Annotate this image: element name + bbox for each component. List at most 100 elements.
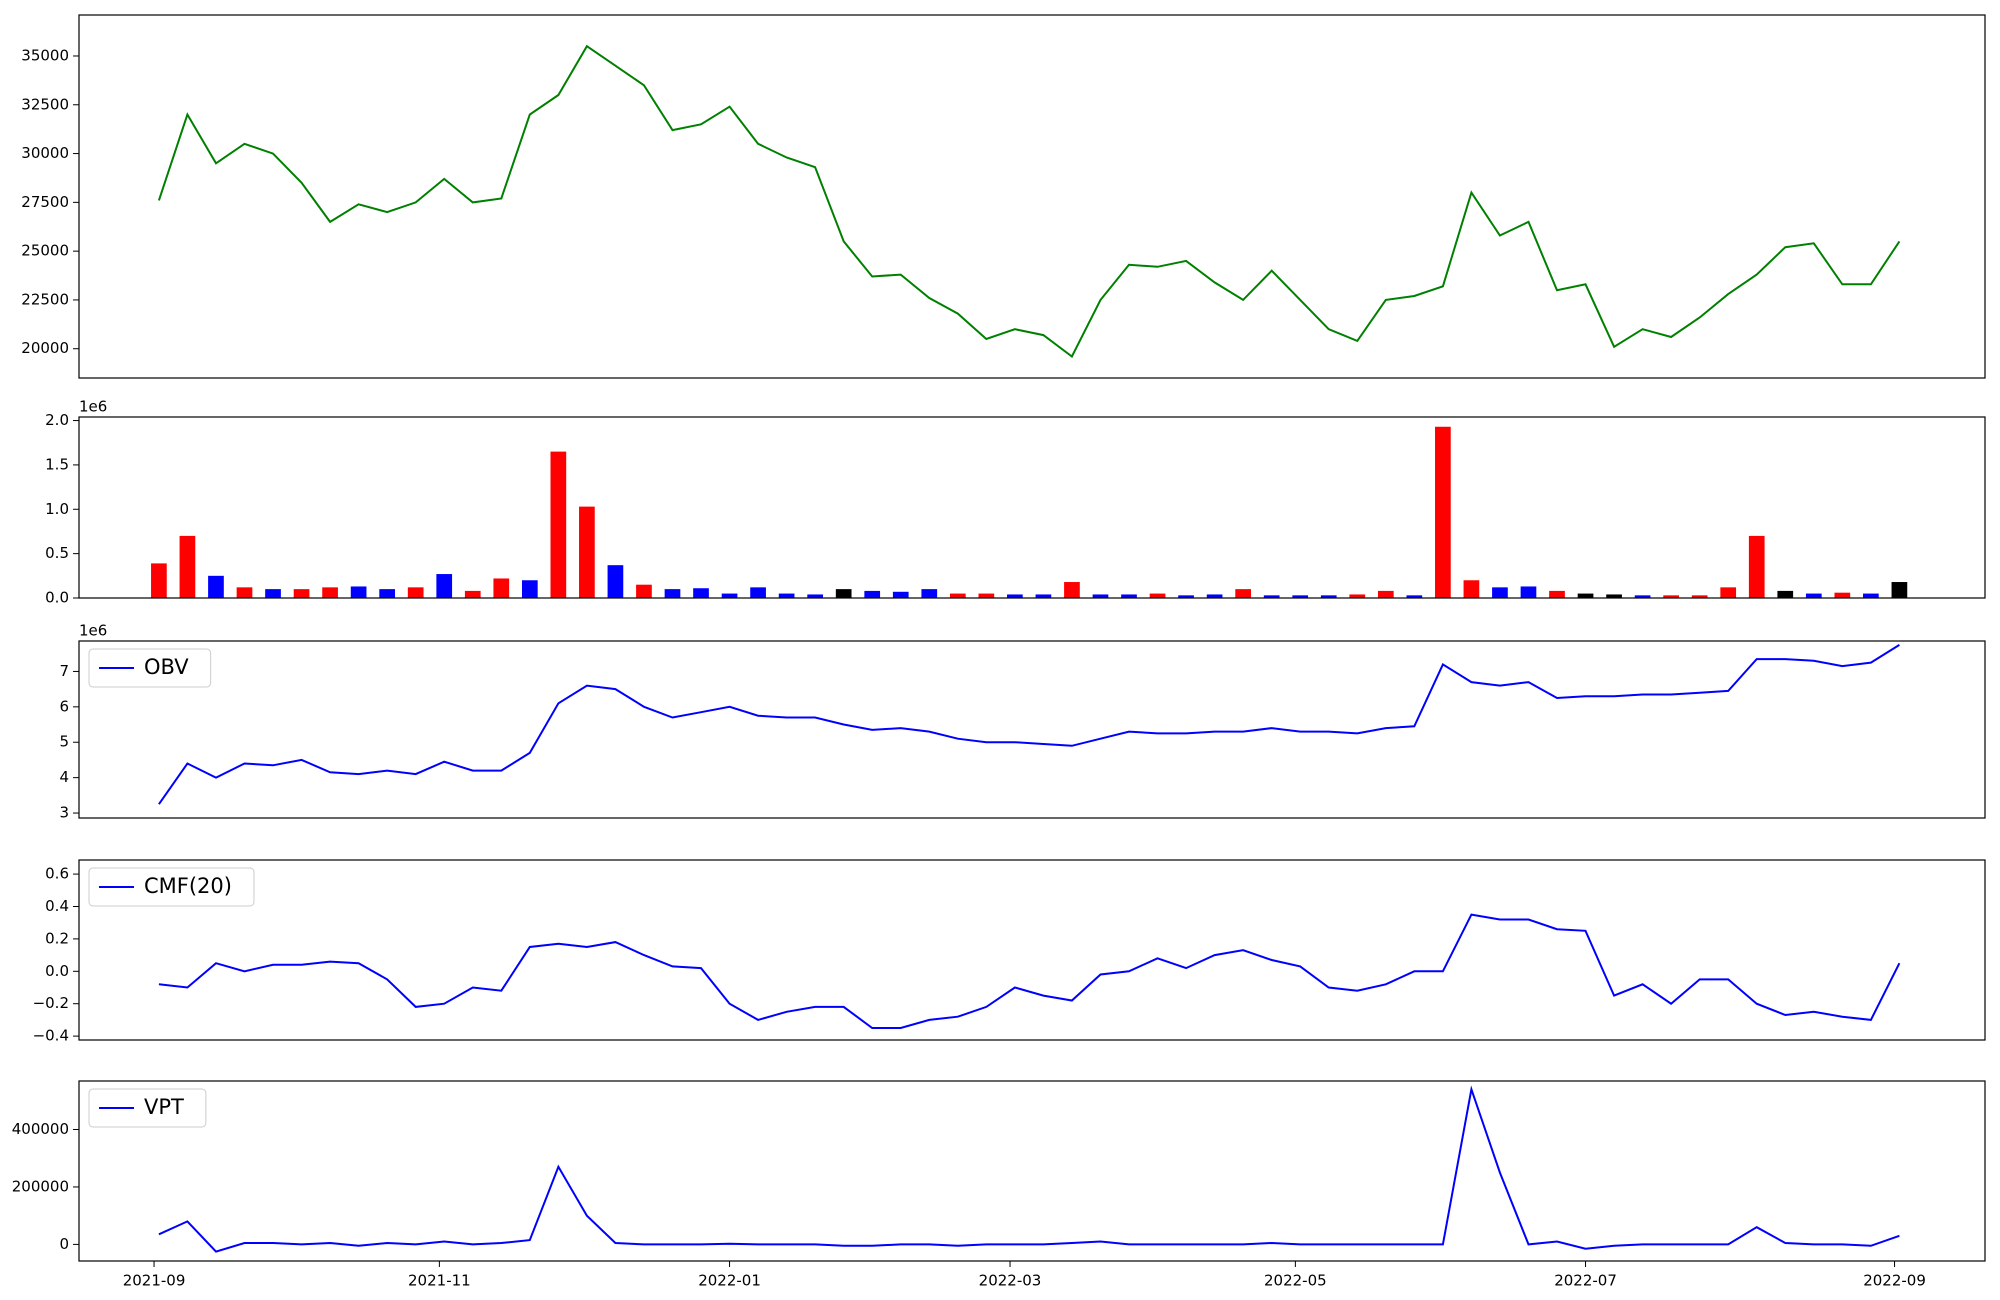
bar [636, 584, 652, 598]
panel: −0.4 −0.2 0.0 0.2 0.4 0.6 CMF(20) [33, 859, 1986, 1045]
y-tick-label: 5 [59, 733, 69, 751]
legend: OBV [88, 648, 212, 688]
y-tick-label: 0.2 [45, 929, 69, 947]
bar [1235, 589, 1251, 598]
bar [1349, 594, 1366, 598]
bar [1206, 594, 1223, 598]
bar [436, 574, 453, 598]
bar [1406, 595, 1423, 598]
bar [322, 587, 338, 598]
bar [1606, 594, 1622, 598]
bar [1377, 590, 1394, 598]
bar [179, 535, 196, 598]
bar [493, 578, 510, 598]
y-tick-label: 3 [59, 804, 69, 822]
y-tick-label: 400000 [12, 1120, 69, 1138]
bar [1178, 595, 1194, 598]
bar [1520, 586, 1537, 598]
bar [892, 591, 909, 598]
bar [550, 451, 567, 598]
y-tick-label: 35000 [21, 46, 69, 64]
bar [1263, 595, 1280, 598]
axes-frame [78, 14, 1986, 379]
x-tick-label: 2022-01 [698, 1272, 761, 1290]
x-tick-label: 2022-09 [1863, 1272, 1926, 1290]
y-tick-label: 27500 [21, 193, 69, 211]
x-tick-label: 2022-07 [1554, 1272, 1617, 1290]
y-offset-label: 1e6 [79, 398, 107, 416]
legend: CMF(20) [88, 867, 255, 907]
panel: 0 200000 400000 2021-09 2021-11 2022-01 2022-0… [12, 1080, 1986, 1290]
y-tick-label: 0.0 [45, 962, 69, 980]
y-tick-label: 4 [59, 768, 69, 786]
y-tick-label: −0.2 [33, 994, 69, 1012]
bar [1121, 594, 1137, 598]
bar [1435, 426, 1451, 598]
axes-frame [78, 416, 1986, 599]
bar [807, 594, 823, 598]
bar [1007, 594, 1023, 598]
bar [778, 593, 795, 598]
bar [664, 589, 681, 598]
legend: VPT [88, 1088, 207, 1128]
axes-frame [78, 640, 1986, 819]
bar [464, 590, 481, 598]
line [157, 44, 1901, 359]
bar [1492, 587, 1508, 598]
x-tick-label: 2021-09 [123, 1272, 186, 1290]
bar [521, 580, 538, 598]
bar [350, 586, 367, 598]
y-tick-label: 32500 [21, 95, 69, 113]
line [158, 913, 1901, 1029]
bar [1549, 590, 1565, 598]
y-tick-label: 0 [59, 1235, 69, 1253]
legend-box [88, 648, 212, 688]
y-tick-label: 0.5 [45, 544, 69, 562]
legend-box [88, 1088, 207, 1128]
y-tick-label: 22500 [21, 290, 69, 308]
y-tick-label: 1.0 [45, 500, 69, 518]
x-tick-label: 2022-03 [979, 1272, 1042, 1290]
y-tick-label: −0.4 [33, 1027, 69, 1045]
y-tick-label: 7 [59, 662, 69, 680]
bar [607, 565, 624, 598]
bar [579, 506, 595, 598]
bar [1320, 595, 1337, 598]
bar [1064, 582, 1080, 598]
bar [1463, 580, 1480, 598]
y-tick-label: 20000 [21, 339, 69, 357]
legend-box [88, 867, 255, 907]
bar [1834, 592, 1851, 598]
panel: 20000 22500 25000 27500 30000 32500 35000 [21, 14, 1986, 379]
bar [864, 590, 881, 598]
y-tick-label: 1.5 [45, 455, 69, 473]
y-tick-label: 25000 [21, 242, 69, 260]
bar [1691, 595, 1708, 598]
bar [721, 593, 738, 598]
y-tick-label: 200000 [12, 1177, 69, 1195]
bar [1720, 587, 1737, 598]
bar [978, 593, 995, 598]
y-tick-label: 6 [59, 697, 69, 715]
x-tick-label: 2021-11 [408, 1272, 471, 1290]
line [158, 644, 1900, 805]
bar [1292, 595, 1309, 598]
legend-label: CMF(20) [144, 874, 232, 898]
bar [835, 589, 852, 598]
bar [1149, 593, 1166, 598]
bar [1863, 593, 1879, 598]
bar [407, 587, 424, 598]
y-tick-label: 30000 [21, 144, 69, 162]
line [158, 1085, 1900, 1253]
bar [151, 563, 167, 598]
bar [1748, 535, 1765, 598]
axes-frame [78, 1080, 1986, 1262]
x-tick-label: 2022-05 [1264, 1272, 1327, 1290]
bar [236, 587, 253, 598]
bar [1577, 593, 1594, 598]
y-tick-label: 0.0 [45, 589, 69, 607]
bar [293, 589, 310, 598]
axes-frame [78, 859, 1986, 1041]
